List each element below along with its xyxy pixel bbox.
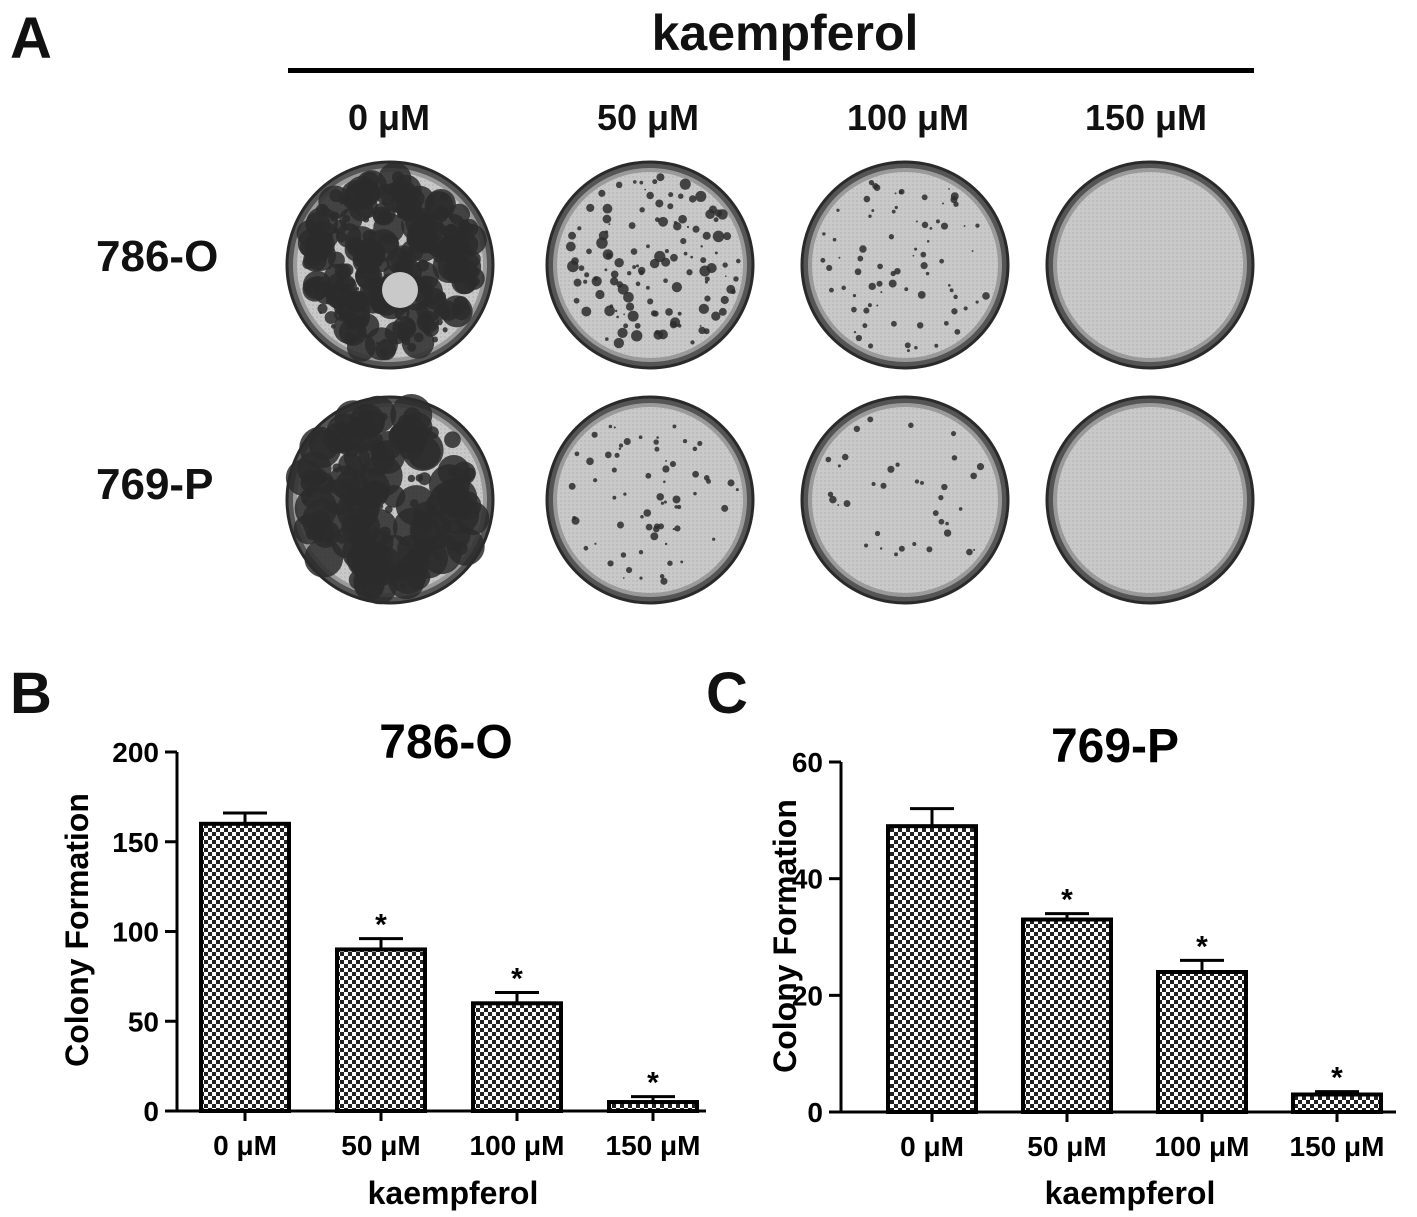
chart-c-significance-mark: * xyxy=(1061,884,1073,917)
conc-label-100: 100 μM xyxy=(846,97,970,138)
chart-c-x-tick-label: 0 μM xyxy=(900,1131,964,1162)
chart-c-x-tick-label: 100 μM xyxy=(1155,1131,1250,1162)
chart-b-ylabel: Colony Formation xyxy=(59,793,95,1067)
chart-b-y-tick-label: 50 xyxy=(128,1006,159,1037)
conc-label-150: 150 μM xyxy=(1084,97,1208,138)
chart-b-bar xyxy=(199,821,291,1114)
chart-b: 786-O Colony Formation kaempferol 0 50 100… xyxy=(59,716,706,1211)
chart-b-significance-mark: * xyxy=(647,1067,659,1100)
chart-c-title: 769-P xyxy=(1051,720,1179,773)
culture-dish xyxy=(545,395,755,605)
culture-dish xyxy=(1045,395,1255,605)
chart-b-xlabel: kaempferol xyxy=(368,1175,539,1211)
chart-b-y-tick-label: 150 xyxy=(112,827,159,858)
conc-label-50: 50 μM xyxy=(596,97,700,138)
chart-c-bar xyxy=(886,824,978,1115)
chart-c-bar xyxy=(1156,970,1248,1114)
chart-b-x-tick-label: 100 μM xyxy=(470,1130,565,1161)
chart-c-xlabel: kaempferol xyxy=(1045,1175,1216,1211)
dish-images xyxy=(285,160,1255,605)
chart-c-y-tick-label: 20 xyxy=(792,980,823,1011)
chart-b-y-tick-label: 100 xyxy=(112,917,159,948)
chart-b-bar xyxy=(471,1001,563,1113)
culture-dish xyxy=(285,394,495,605)
chart-b-title: 786-O xyxy=(379,716,512,769)
chart-c-significance-mark: * xyxy=(1331,1062,1343,1095)
chart-c-x-tick-label: 50 μM xyxy=(1027,1131,1106,1162)
culture-dish xyxy=(800,160,1010,370)
chart-b-x-tick-label: 50 μM xyxy=(341,1130,420,1161)
culture-dish xyxy=(1045,160,1255,370)
row-label-769-p: 769-P xyxy=(96,460,214,509)
chart-c-ylabel: Colony Formation xyxy=(767,799,803,1073)
panel-a-letter: A xyxy=(10,6,52,71)
chart-b-bar xyxy=(335,947,427,1113)
panel-c-letter: C xyxy=(706,661,748,726)
chart-b-y-tick-label: 200 xyxy=(112,737,159,768)
chart-c-x-tick-label: 150 μM xyxy=(1290,1131,1385,1162)
chart-c-y-tick-label: 60 xyxy=(792,747,823,778)
culture-dish xyxy=(800,395,1010,605)
chart-b-y-tick-label: 0 xyxy=(143,1096,159,1127)
chart-b-significance-mark: * xyxy=(375,909,387,942)
chart-c-y-tick-label: 40 xyxy=(792,864,823,895)
chart-c-significance-mark: * xyxy=(1196,930,1208,963)
chart-b-x-tick-label: 150 μM xyxy=(606,1130,701,1161)
treatment-title: kaempferol xyxy=(651,5,919,61)
chart-b-bar xyxy=(607,1100,699,1113)
chart-c-bar xyxy=(1021,917,1113,1114)
chart-c-y-tick-label: 0 xyxy=(807,1097,823,1128)
treatment-bracket-line xyxy=(288,68,1254,73)
chart-c: 769-P Colony Formation kaempferol 0 20 40 6… xyxy=(767,720,1396,1211)
chart-c-bar xyxy=(1291,1092,1383,1114)
culture-dish xyxy=(285,160,495,370)
panel-b-letter: B xyxy=(10,661,52,726)
row-label-786-o: 786-O xyxy=(96,232,219,281)
chart-b-x-tick-label: 0 μM xyxy=(213,1130,277,1161)
culture-dish xyxy=(545,160,755,370)
conc-label-0: 0 μM xyxy=(347,97,431,138)
chart-b-significance-mark: * xyxy=(511,963,523,996)
